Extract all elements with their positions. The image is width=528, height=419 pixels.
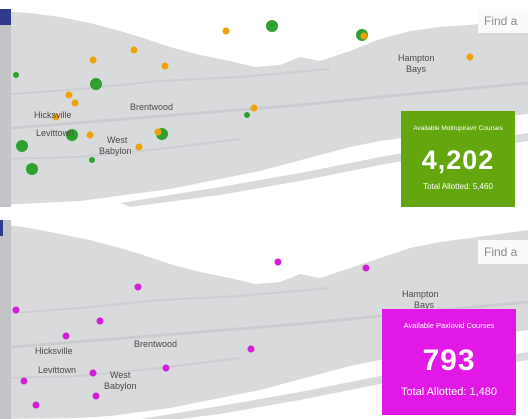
magenta-markers	[12, 258, 370, 409]
place-hicksville: Hicksville	[34, 110, 72, 120]
place-hampton-line1: Hampton	[398, 53, 435, 63]
search-input[interactable]: Find a	[478, 9, 528, 33]
place-levittown: Levittown	[38, 365, 77, 375]
molnupiravir-total: Total Allotted: 5,460	[423, 182, 493, 191]
place-babylon-line2: Babylon	[99, 146, 132, 156]
green-markers	[13, 20, 368, 175]
place-hicksville: Hicksville	[35, 346, 73, 356]
left-scroll-strip[interactable]	[0, 9, 11, 207]
paxlovid-total: Total Allotted: 1,480	[400, 386, 497, 398]
molnupiravir-stat-card: Available Molnupiravir Courses 4,202 Tot…	[401, 111, 515, 207]
place-levittown: Levittown	[36, 128, 75, 138]
molnupiravir-value: 4,202	[421, 145, 495, 175]
paxlovid-map-panel[interactable]: Find a Hicksville Levittown West Babylon…	[0, 220, 528, 419]
molnupiravir-map-panel[interactable]: Find a Hicksville Levittown West Babylon…	[0, 9, 528, 207]
left-scroll-strip[interactable]	[0, 220, 11, 419]
place-hampton-line1: Hampton	[402, 289, 439, 299]
molnupiravir-label: Available Molnupiravir Courses	[413, 125, 503, 132]
place-west-line1: West	[110, 370, 131, 380]
paxlovid-stat-card: Available Paxlovid Courses 793 Total All…	[382, 309, 516, 415]
paxlovid-value: 793	[422, 344, 476, 377]
search-input[interactable]: Find a	[478, 240, 528, 264]
place-brentwood: Brentwood	[134, 339, 178, 349]
place-west-line1: West	[107, 135, 128, 145]
place-brentwood: Brentwood	[130, 102, 174, 112]
place-babylon-line2: Babylon	[104, 381, 137, 391]
orange-markers	[52, 27, 474, 151]
place-bays-line2: Bays	[406, 64, 427, 74]
place-bays-line2: Bays	[414, 300, 435, 310]
paxlovid-label: Available Paxlovid Courses	[403, 321, 495, 330]
